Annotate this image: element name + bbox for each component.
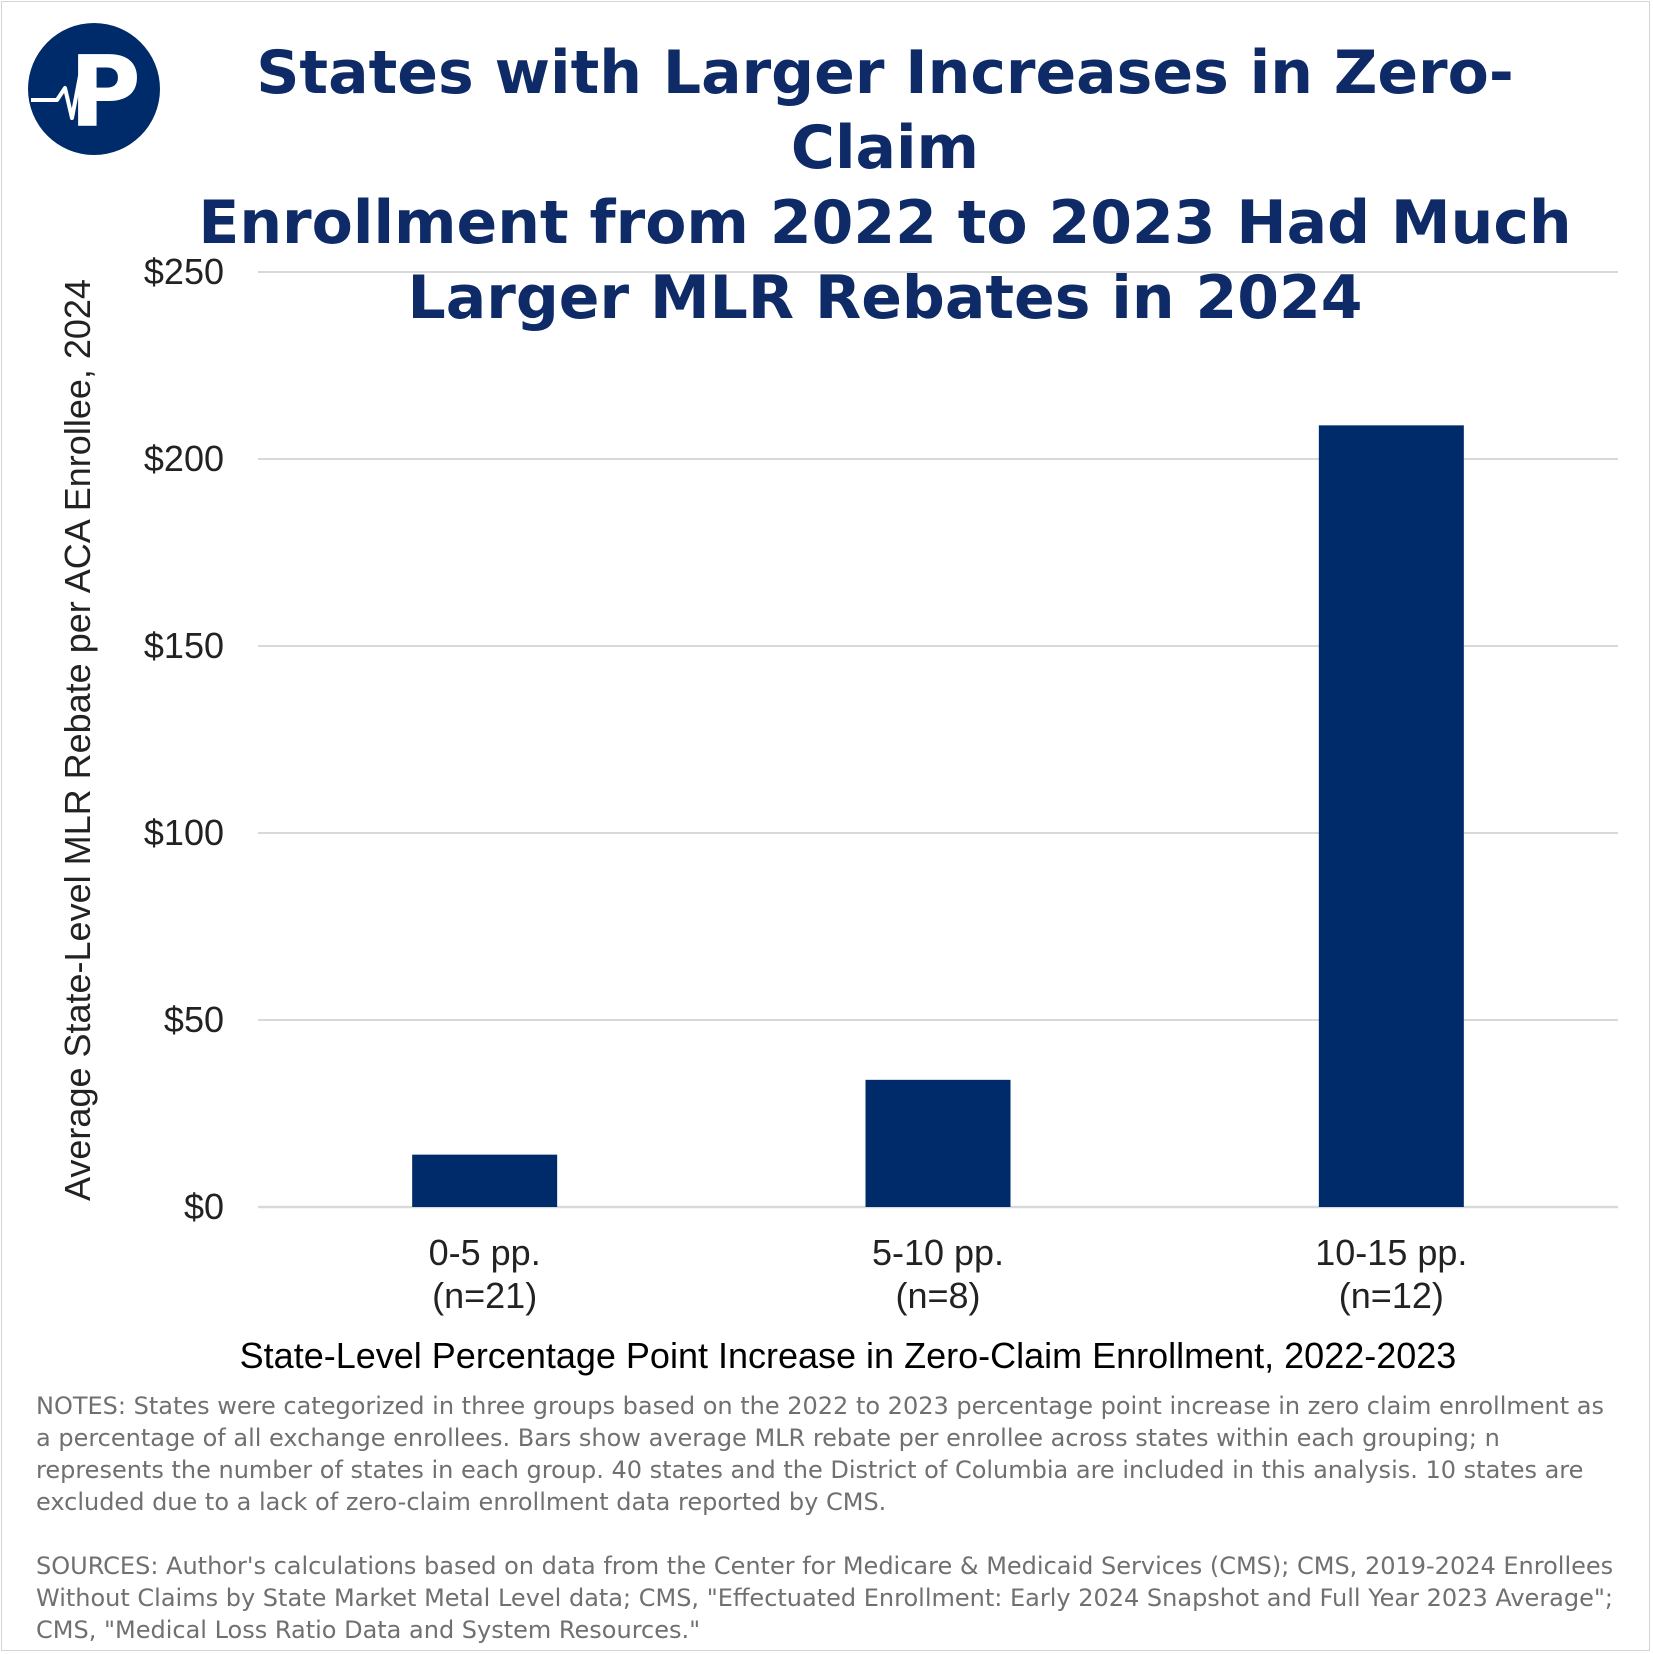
y-tick-label: $0 [184, 1186, 224, 1227]
y-tick-label: $250 [144, 251, 224, 292]
logo-letter: P [69, 36, 141, 150]
x-axis-label: State-Level Percentage Point Increase in… [240, 1335, 1457, 1376]
bars [412, 425, 1464, 1208]
chart-title: States with Larger Increases in Zero-Cla… [175, 36, 1595, 336]
x-tick-label: 5-10 pp. [872, 1232, 1004, 1273]
brand-logo: P [28, 23, 160, 155]
y-tick-label: $100 [144, 812, 224, 853]
y-axis-label: Average State-Level MLR Rebate per ACA E… [57, 279, 98, 1201]
x-tick-sample-size: (n=21) [432, 1275, 537, 1316]
heartbeat-icon [31, 74, 105, 120]
chart-title-line: States with Larger Increases in Zero-Cla… [256, 38, 1514, 183]
y-tick-label: $150 [144, 625, 224, 666]
notes-text: NOTES: States were categorized in three … [36, 1392, 1604, 1516]
x-tick-sample-size: (n=12) [1339, 1275, 1444, 1316]
x-tick-sample-size: (n=8) [895, 1275, 980, 1316]
sources-text: SOURCES: Author's calculations based on … [36, 1552, 1614, 1644]
y-tick-label: $50 [164, 999, 224, 1040]
x-tick-label: 0-5 pp. [429, 1232, 541, 1273]
bar [1318, 425, 1464, 1208]
chart-title-line: Enrollment from 2022 to 2023 Had Much [198, 188, 1572, 258]
x-axis-ticks: 0-5 pp.(n=21) 5-10 pp.(n=8) 10-15 pp.(n=12… [429, 1232, 1468, 1316]
x-tick-label: 10-15 pp. [1315, 1232, 1467, 1273]
chart-title-line: Larger MLR Rebates in 2024 [407, 263, 1363, 333]
y-axis-ticks: $0 $50 $100 $150 $200 $250 [144, 251, 224, 1227]
bar [412, 1154, 558, 1207]
y-tick-label: $200 [144, 438, 224, 479]
bar [865, 1079, 1011, 1207]
logo-circle [28, 23, 160, 155]
